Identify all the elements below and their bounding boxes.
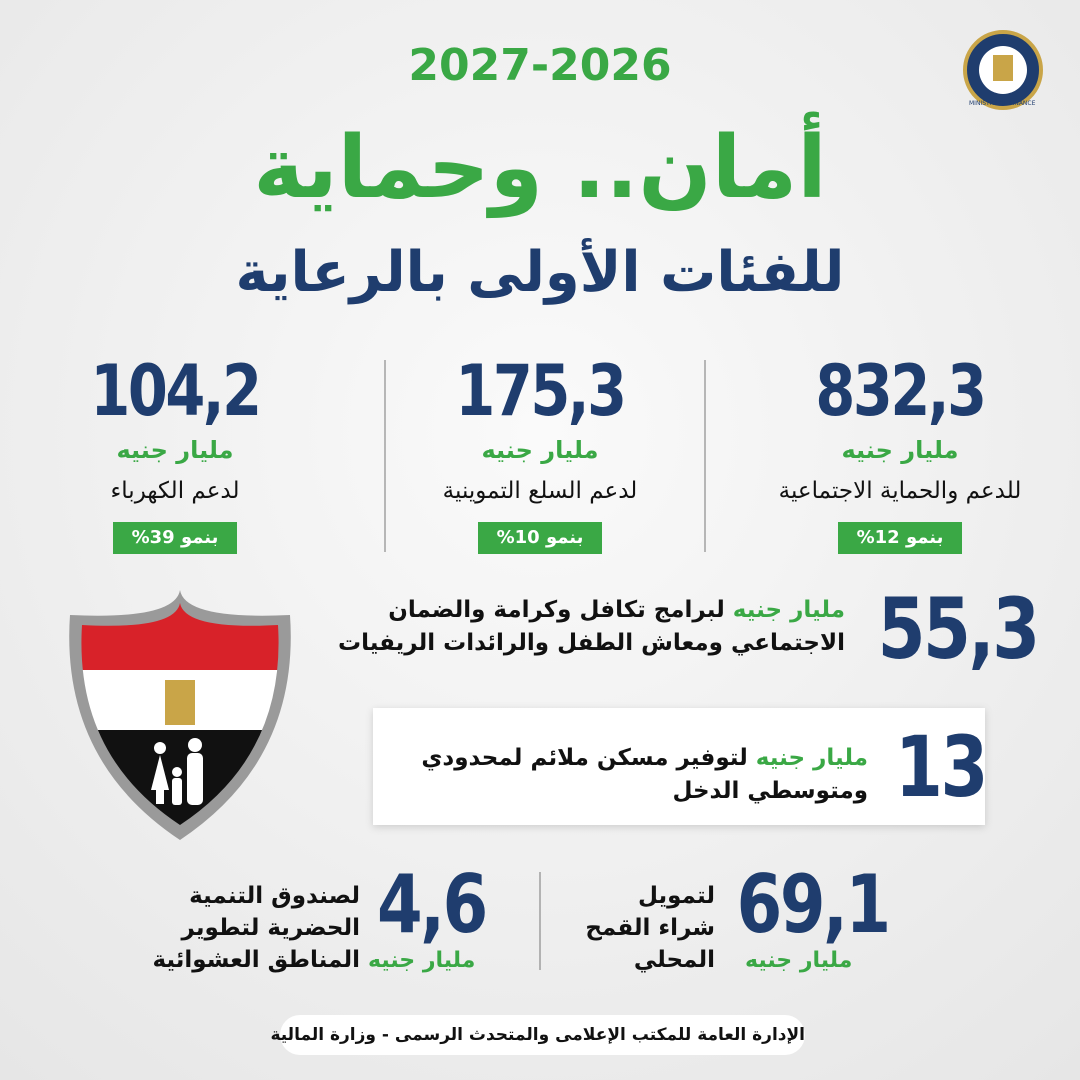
highlight-box	[373, 708, 985, 825]
growth-badge: بنمو 12%	[838, 522, 962, 554]
growth-badge: بنمو 10%	[478, 522, 602, 554]
stat-value: 104,2	[90, 350, 262, 432]
growth-badge: بنمو 39%	[113, 522, 237, 554]
stat-label: لدعم السلع التموينية	[442, 478, 638, 504]
stat-label: للدعم والحماية الاجتماعية	[778, 478, 1022, 504]
highlight-line: الاجتماعي ومعاش الطفل والرائدات الريفيات	[337, 630, 845, 656]
stat-value: 175,3	[455, 350, 627, 432]
bottom-value: 4,6	[376, 858, 488, 951]
highlight-line: لبرامج تكافل وكرامة والضمان	[388, 597, 725, 623]
bottom-line: المحلي	[633, 947, 715, 973]
logo-text: MINISTRY OF FINANCE	[969, 100, 1036, 107]
bottom-line: الحضرية لتطوير	[181, 915, 360, 941]
stat-unit: مليار جنيه	[841, 436, 959, 464]
bottom-line: شراء القمح	[585, 915, 715, 941]
subtitle: للفئات الأولى بالرعاية	[235, 240, 845, 305]
years: 2027-2026	[408, 40, 672, 91]
bottom-line: المناطق العشوائية	[152, 947, 360, 973]
bottom-line: لصندوق التنمية	[189, 883, 360, 909]
title: أمان.. وحماية	[253, 118, 827, 218]
shield	[69, 590, 291, 840]
stat-label: لدعم الكهرباء	[110, 478, 240, 504]
bottom-unit: مليار جنيه	[368, 948, 476, 973]
highlight-value: 13	[894, 718, 988, 816]
footer: الإدارة العامة للمكتب الإعلامى والمتحدث …	[270, 1015, 805, 1055]
stat-unit: مليار جنيه	[116, 436, 234, 464]
bottom-value: 69,1	[736, 858, 891, 951]
highlight-line: لتوفير مسكن ملائم لمحدودي	[421, 745, 748, 771]
stat-value: 832,3	[815, 350, 987, 432]
highlight-value: 55,3	[877, 580, 1041, 678]
highlight-line: ومتوسطي الدخل	[672, 778, 868, 804]
stat-unit: مليار جنيه	[481, 436, 599, 464]
bottom-line: لتمويل	[637, 883, 715, 909]
highlight-unit: مليار جنيه	[732, 597, 845, 623]
logo-eagle	[993, 55, 1013, 81]
bottom-unit: مليار جنيه	[745, 948, 853, 973]
highlight-unit: مليار جنيه	[755, 745, 868, 771]
